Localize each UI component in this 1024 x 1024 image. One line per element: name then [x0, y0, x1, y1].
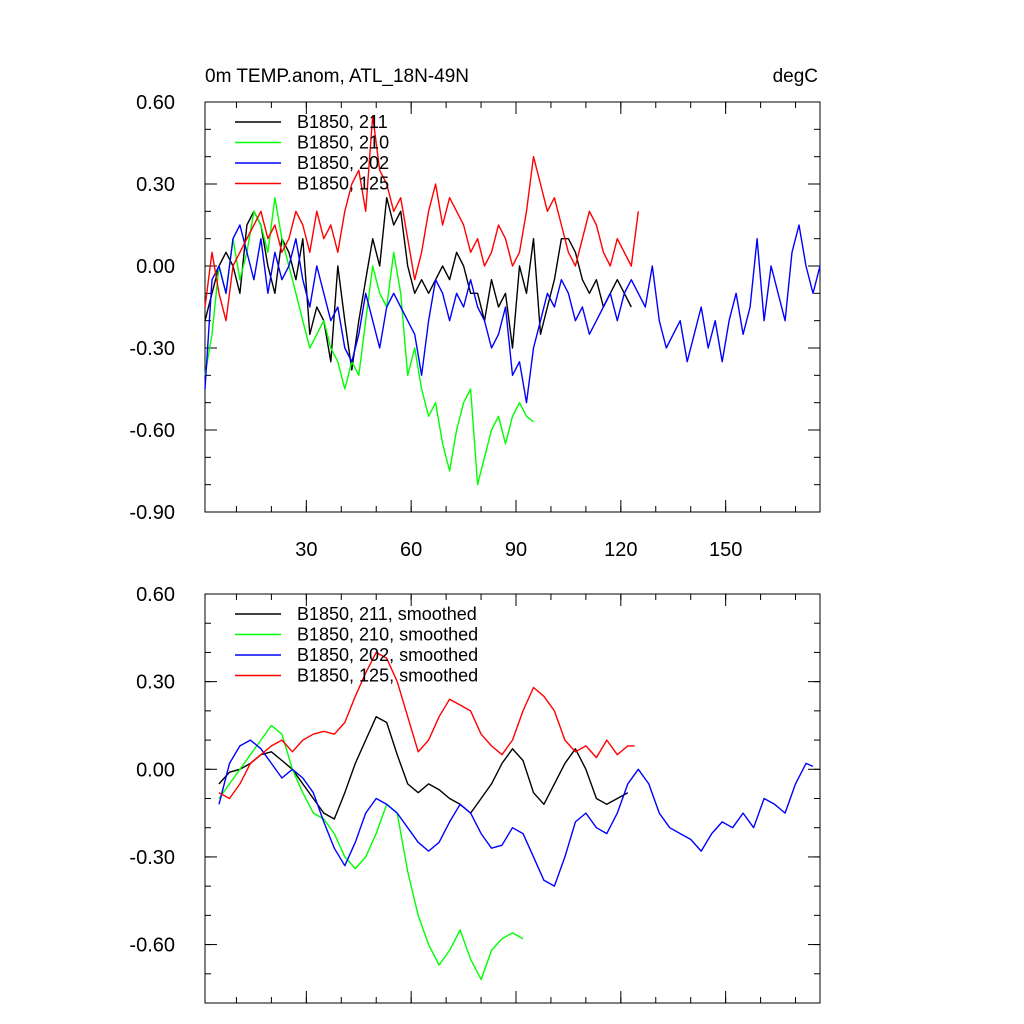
- panel-1-xtick-label: 90: [505, 539, 527, 561]
- panel-2-ytick-label: 0.00: [136, 759, 175, 781]
- panel-1-title: 0m TEMP.anom, ATL_18N-49N: [205, 66, 469, 87]
- panel-2-series-line-2: [218, 724, 524, 981]
- panel-2-legend-label-1: B1850, 211, smoothed: [297, 604, 477, 624]
- panel-1-legend-label-3: B1850, 202: [297, 153, 389, 173]
- panel-2-legend-label-2: B1850, 210, smoothed: [297, 625, 478, 645]
- panel-1-ytick-label: 0.60: [136, 92, 175, 114]
- panel-1-legend-label-2: B1850, 210: [297, 133, 389, 153]
- panel-2-series-line-4: [218, 651, 635, 800]
- panel-1-xtick-label: 60: [400, 539, 422, 561]
- panel-1-xtick-label: 150: [709, 539, 742, 561]
- panel-1-units: degC: [773, 66, 818, 87]
- panel-1-ytick-label: 0.30: [136, 174, 175, 196]
- panel-1-ytick-label: -0.60: [129, 420, 175, 442]
- panel-1-ytick-label: -0.30: [129, 338, 175, 360]
- panel-2-ytick-label: 0.60: [136, 584, 175, 606]
- panel-1-ytick-label: -0.90: [129, 502, 175, 524]
- panel-1-series-line-4: [204, 114, 639, 322]
- panel-1-series-line-1: [204, 196, 632, 371]
- panel-2-legend-label-4: B1850, 125, smoothed: [297, 666, 478, 686]
- panel-1-ytick-label: 0.00: [136, 256, 175, 278]
- panel-1-xtick-label: 120: [604, 539, 637, 561]
- panel-1-series-line-2: [204, 196, 534, 486]
- panel-2-ytick-label: -0.30: [129, 847, 175, 869]
- panel-2-ytick-label: -0.60: [129, 935, 175, 957]
- panel-2-series-line-1: [218, 716, 629, 820]
- panel-1-series-line-3: [204, 224, 821, 404]
- panel-1-legend-label-4: B1850, 125: [297, 174, 389, 194]
- panel-1-xtick-label: 30: [295, 539, 317, 561]
- panel-2-legend-label-3: B1850, 202, smoothed: [297, 645, 478, 665]
- panel-1-legend-label-1: B1850, 211: [297, 112, 388, 132]
- panel-2-ytick-label: 0.30: [136, 672, 175, 694]
- panel-2-series-line-3: [218, 739, 814, 887]
